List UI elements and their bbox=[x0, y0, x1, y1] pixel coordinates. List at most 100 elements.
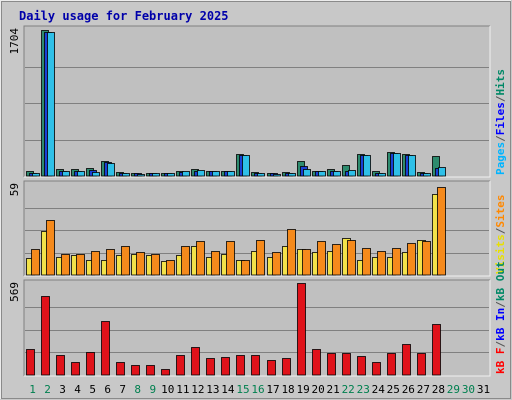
bar-pages bbox=[62, 171, 70, 177]
legend-entry: / bbox=[494, 95, 507, 102]
bar-kb-f bbox=[161, 369, 170, 376]
bar-pages bbox=[393, 153, 401, 177]
chart-title: Daily usage for February 2025 bbox=[19, 9, 229, 23]
plot-bevel-dark bbox=[23, 279, 490, 376]
x-tick-label: 22 bbox=[342, 383, 355, 396]
bar-kb-f bbox=[357, 356, 366, 376]
x-tick-label: 30 bbox=[462, 383, 475, 396]
legend-entry: kB In bbox=[494, 308, 507, 341]
legend-entry: kB F bbox=[494, 348, 507, 375]
x-tick-label: 16 bbox=[251, 383, 264, 396]
x-tick-label: 7 bbox=[119, 383, 126, 396]
y-max-label: 59 bbox=[8, 183, 21, 196]
legend-entry: / bbox=[494, 135, 507, 142]
bar-kb-f bbox=[282, 358, 291, 376]
x-tick-label: 20 bbox=[312, 383, 325, 396]
legend-entry: Hits bbox=[494, 69, 507, 96]
bar-sites bbox=[377, 251, 386, 276]
bar-sites bbox=[302, 249, 311, 276]
bar-pages bbox=[348, 170, 356, 177]
bar-kb-f bbox=[221, 357, 230, 376]
plot-bevel-dark bbox=[23, 25, 490, 177]
bar-kb-f bbox=[236, 355, 245, 376]
panels-layer: 1704Pages/Files/Hits59Visits/Sites569kB … bbox=[8, 25, 507, 377]
bar-pages bbox=[197, 170, 205, 177]
legend-entry: Sites bbox=[494, 195, 507, 228]
bar-kb-f bbox=[206, 358, 215, 376]
bar-kb-f bbox=[71, 362, 80, 376]
bar-sites bbox=[31, 249, 40, 276]
bar-pages bbox=[122, 173, 130, 177]
side-legend: kB F/kB In/kB Out bbox=[494, 261, 507, 374]
x-tick-label: 18 bbox=[281, 383, 294, 396]
legend-entry: / bbox=[494, 341, 507, 348]
x-tick-label: 3 bbox=[59, 383, 66, 396]
x-axis-labels: 1 2 3 4 5 6 7 8 9 10 11 12 13 14 15 16 17 18 19 20 21 22 23 24 2… bbox=[29, 383, 490, 396]
bar-sites bbox=[422, 241, 431, 276]
bar-sites bbox=[317, 241, 326, 276]
legend-entry: kB Out bbox=[494, 261, 507, 301]
bar-sites bbox=[362, 248, 371, 276]
side-legend: Visits/Sites bbox=[494, 195, 507, 275]
plot-bevel-light bbox=[24, 181, 491, 277]
bar-pages bbox=[378, 173, 386, 177]
bar-kb-f bbox=[86, 352, 95, 376]
bar-pages bbox=[318, 171, 326, 177]
bar-sites bbox=[61, 254, 70, 276]
bar-pages bbox=[363, 155, 371, 177]
bar-pages bbox=[212, 171, 220, 177]
bar-kb-f bbox=[312, 349, 321, 376]
bar-kb-f bbox=[372, 362, 381, 376]
panel-hits_files_pages: 1704 Pages/Files/Hits bbox=[8, 25, 507, 178]
side-legend: Pages/Files/Hits bbox=[494, 69, 507, 175]
plot-bevel-light bbox=[24, 26, 491, 178]
x-tick-label: 2 bbox=[44, 383, 51, 396]
panel-visits_sites: 59 Visits/Sites bbox=[8, 180, 507, 277]
x-tick-label: 6 bbox=[104, 383, 111, 396]
x-tick-label: 4 bbox=[74, 383, 81, 396]
x-tick-label: 27 bbox=[417, 383, 430, 396]
x-tick-label: 14 bbox=[221, 383, 235, 396]
bar-pages bbox=[152, 173, 160, 177]
bar-pages bbox=[242, 155, 250, 177]
x-tick-label: 17 bbox=[266, 383, 279, 396]
x-tick-label: 25 bbox=[387, 383, 400, 396]
bar-kb-f bbox=[251, 355, 260, 376]
bar-kb-f bbox=[432, 324, 441, 376]
x-tick-label: 15 bbox=[236, 383, 249, 396]
legend-entry: Files bbox=[494, 102, 507, 135]
bar-pages bbox=[333, 171, 341, 177]
bar-kb-f bbox=[101, 321, 110, 376]
x-tick-label: 24 bbox=[372, 383, 386, 396]
bar-sites bbox=[136, 252, 145, 276]
bar-sites bbox=[166, 260, 175, 276]
bar-sites bbox=[256, 240, 265, 276]
bar-pages bbox=[408, 155, 416, 177]
plot-bevel-light bbox=[24, 280, 491, 377]
bar-sites bbox=[272, 252, 281, 276]
bar-pages bbox=[438, 167, 446, 177]
x-tick-label: 13 bbox=[206, 383, 219, 396]
bar-sites bbox=[46, 220, 55, 276]
bar-sites bbox=[211, 251, 220, 276]
bar-pages bbox=[423, 173, 431, 177]
bar-kb-f bbox=[342, 353, 351, 376]
bar-pages bbox=[182, 171, 190, 177]
plot-bevel-dark bbox=[23, 180, 490, 276]
bar-kb-f bbox=[417, 353, 426, 376]
legend-entry: Visits bbox=[494, 234, 507, 274]
x-tick-label: 12 bbox=[191, 383, 204, 396]
y-max-label: 1704 bbox=[8, 28, 21, 55]
bar-pages bbox=[288, 173, 296, 177]
x-tick-label: 19 bbox=[296, 383, 309, 396]
plot-area bbox=[24, 26, 490, 177]
bar-kb-f bbox=[402, 344, 411, 376]
y-max-label: 569 bbox=[8, 282, 21, 302]
bar-pages bbox=[137, 174, 145, 177]
bar-kb-f bbox=[387, 353, 396, 376]
bar-kb-f bbox=[267, 360, 276, 376]
x-tick-label: 28 bbox=[432, 383, 445, 396]
